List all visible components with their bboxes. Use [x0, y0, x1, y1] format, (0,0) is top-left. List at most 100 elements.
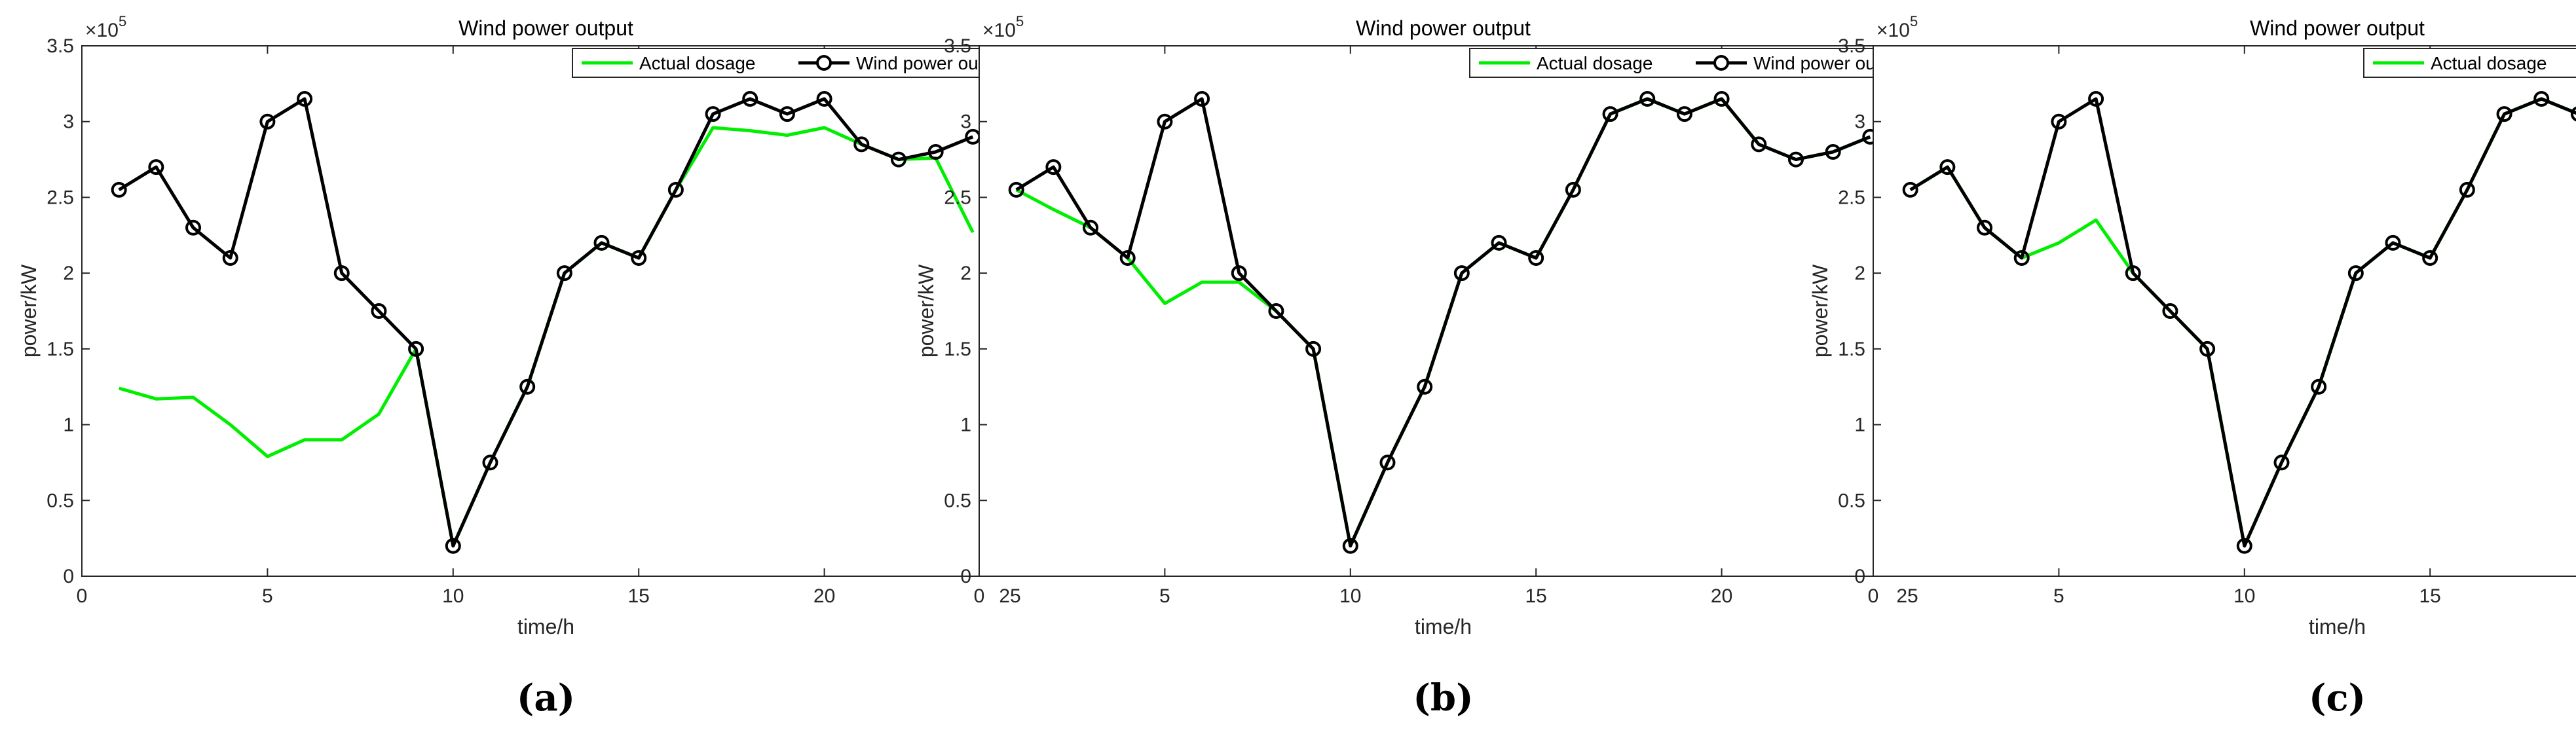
- data-point: [1008, 181, 1024, 198]
- data-point: [779, 106, 795, 122]
- data-point: [148, 159, 164, 175]
- data-point: [2459, 181, 2475, 198]
- data-point: [1902, 181, 1918, 198]
- data-point: [927, 144, 944, 160]
- x-tick-label: 10: [442, 585, 464, 607]
- data-point: [2422, 250, 2438, 266]
- data-point: [1268, 303, 1284, 319]
- data-point: [2125, 265, 2141, 282]
- data-point: [2385, 234, 2401, 251]
- x-tick-label: 25: [1896, 585, 1918, 607]
- data-point: [742, 91, 758, 107]
- panel-label: (a): [517, 676, 575, 720]
- data-point: [297, 91, 313, 107]
- x-tick-label: 15: [2419, 585, 2441, 607]
- y-tick-label: 1: [960, 414, 971, 436]
- series-wind-power-output: [1902, 91, 2576, 554]
- y-tick-label: 1.5: [47, 339, 74, 360]
- data-point: [2496, 106, 2512, 122]
- x-tick-label: 10: [2233, 585, 2255, 607]
- y-tick-label: 1.5: [1838, 339, 1865, 360]
- data-point: [408, 340, 424, 357]
- y-tick-label: 2: [1854, 263, 1865, 284]
- data-point: [1565, 181, 1581, 198]
- data-point: [1157, 113, 1173, 130]
- y-tick-label: 0: [960, 566, 971, 587]
- data-point: [1713, 91, 1730, 107]
- exponent-label: ×10: [85, 20, 119, 41]
- x-tick-label: 5: [2053, 585, 2064, 607]
- y-tick-label: 2: [960, 263, 971, 284]
- data-point: [816, 91, 832, 107]
- plot-area: [81, 45, 1011, 577]
- data-point: [2311, 378, 2327, 395]
- data-point: [705, 106, 721, 122]
- x-tick-label: 15: [628, 585, 650, 607]
- y-tick-label: 3.5: [1838, 35, 1865, 57]
- y-axis-label: power/kW: [17, 264, 41, 358]
- data-point: [1825, 144, 1841, 160]
- data-point: [1939, 159, 1956, 175]
- x-axis-label: time/h: [517, 615, 574, 638]
- data-point: [2199, 340, 2216, 357]
- x-tick-label: 10: [1339, 585, 1361, 607]
- x-tick-label: 20: [813, 585, 835, 607]
- y-tick-label: 3: [63, 111, 74, 133]
- x-tick-label: 0: [974, 585, 985, 607]
- plot-area: [979, 45, 1908, 577]
- x-tick-label: 25: [999, 585, 1020, 607]
- y-tick-label: 2.5: [47, 187, 74, 208]
- panel-label: (c): [2309, 676, 2366, 720]
- data-point: [482, 454, 498, 471]
- y-tick-label: 3.5: [944, 35, 971, 57]
- chart-title: Wind power output: [458, 16, 633, 40]
- y-tick-label: 3: [1854, 111, 1865, 133]
- data-point: [1751, 136, 1767, 153]
- data-point: [1194, 91, 1210, 107]
- y-tick-label: 0.5: [47, 490, 74, 511]
- data-point: [1045, 159, 1062, 175]
- legend-marker: [1713, 55, 1729, 71]
- data-point: [2273, 454, 2290, 471]
- series-wind-power-output: [111, 91, 981, 554]
- legend-box: [572, 48, 1005, 78]
- data-point: [333, 265, 350, 282]
- y-tick-label: 2: [63, 263, 74, 284]
- x-tick-label: 0: [1868, 585, 1879, 607]
- data-point: [890, 151, 906, 168]
- data-point: [2051, 113, 2067, 130]
- data-point: [593, 234, 610, 251]
- y-tick-label: 1.5: [944, 339, 971, 360]
- data-point: [1305, 340, 1322, 357]
- legend-label-actual-dosage: Actual dosage: [1537, 53, 1652, 73]
- data-point: [1083, 219, 1099, 236]
- series-line: [1909, 97, 2576, 548]
- series-line: [118, 97, 974, 548]
- data-point: [2570, 106, 2576, 122]
- x-tick-label: 5: [262, 585, 273, 607]
- data-point: [1676, 106, 1692, 122]
- data-point: [1379, 454, 1396, 471]
- data-point: [2347, 265, 2364, 282]
- exponent-label: ×10: [1876, 20, 1910, 41]
- data-point: [1231, 265, 1247, 282]
- data-point: [1119, 250, 1136, 266]
- data-point: [1528, 250, 1544, 266]
- data-point: [222, 250, 238, 266]
- x-tick-label: 15: [1525, 585, 1547, 607]
- legend-label-actual-dosage: Actual dosage: [2431, 53, 2547, 73]
- data-point: [2088, 91, 2104, 107]
- x-tick-label: 5: [1159, 585, 1170, 607]
- data-point: [445, 538, 461, 554]
- y-axis-label: power/kW: [1808, 264, 1832, 358]
- exponent-label: ×10: [982, 20, 1016, 41]
- x-tick-label: 0: [77, 585, 88, 607]
- data-point: [2013, 250, 2030, 266]
- x-tick-label: 20: [1711, 585, 1732, 607]
- x-axis-label: time/h: [2309, 615, 2366, 638]
